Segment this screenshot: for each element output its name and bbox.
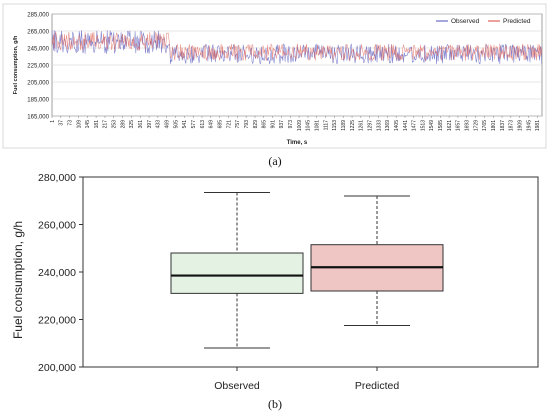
y-axis-title: Fuel consumption, g/h bbox=[13, 35, 19, 94]
x-tick-label-6: 217 bbox=[103, 120, 109, 129]
y-tick-label-b-3: 260,000 bbox=[38, 220, 76, 232]
x-tick-label-45: 1621 bbox=[447, 120, 453, 131]
x-tick-label-38: 1369 bbox=[385, 120, 391, 131]
x-tick-label-23: 829 bbox=[253, 120, 259, 129]
panel-label-b: (b) bbox=[268, 397, 282, 411]
box-observed bbox=[170, 252, 304, 294]
x-tick-label-49: 1765 bbox=[482, 120, 488, 131]
x-tick-label-44: 1585 bbox=[438, 120, 444, 131]
x-tick-label-25: 901 bbox=[270, 120, 276, 129]
y-tick-label-2: 245,000 bbox=[27, 47, 49, 53]
x-tick-label-20: 721 bbox=[226, 120, 232, 129]
x-tick-label-b-observed: Observed bbox=[214, 380, 260, 392]
x-tick-label-18: 649 bbox=[209, 120, 215, 129]
x-tick-label-28: 1009 bbox=[297, 120, 303, 131]
y-tick-label-b-2: 240,000 bbox=[38, 267, 76, 279]
x-tick-label-16: 577 bbox=[191, 120, 197, 129]
x-tick-label-48: 1729 bbox=[473, 120, 479, 131]
x-tick-label-41: 1477 bbox=[412, 120, 418, 131]
x-tick-label-13: 469 bbox=[165, 120, 171, 129]
time-series-chart: 285,000 265,000 245,000 225,000 205,000 185,0… bbox=[2, 3, 547, 149]
x-tick-label-7: 253 bbox=[112, 120, 118, 129]
x-tick-label-52: 1873 bbox=[509, 120, 515, 131]
panel-label-a: (a) bbox=[268, 154, 282, 168]
y-tick-label-b-4: 280,000 bbox=[38, 172, 76, 184]
x-tick-label-33: 1189 bbox=[341, 120, 347, 131]
x-tick-label-53: 1909 bbox=[517, 120, 523, 131]
x-tick-label-43: 1549 bbox=[429, 120, 435, 131]
x-tick-label-4: 145 bbox=[85, 120, 91, 129]
x-tick-label-10: 361 bbox=[138, 120, 144, 129]
x-tick-label-8: 289 bbox=[120, 120, 126, 129]
x-tick-label-40: 1441 bbox=[403, 120, 409, 131]
x-tick-label-39: 1405 bbox=[394, 120, 400, 131]
y-tick-label-1: 265,000 bbox=[27, 30, 49, 36]
x-tick-label-47: 1693 bbox=[465, 120, 471, 131]
x-tick-label-22: 793 bbox=[244, 120, 250, 129]
x-tick-label-37: 1333 bbox=[376, 120, 382, 131]
x-tick-label-9: 325 bbox=[129, 120, 135, 129]
y-tick-label-4: 205,000 bbox=[27, 81, 49, 87]
x-tick-label-29: 1045 bbox=[306, 120, 312, 131]
x-tick-label-19: 685 bbox=[217, 120, 223, 129]
legend-label-observed: Observed bbox=[451, 18, 480, 25]
x-tick-label-32: 1153 bbox=[332, 120, 338, 131]
y-tick-label-5: 185,000 bbox=[27, 98, 49, 104]
x-tick-label-5: 181 bbox=[94, 120, 100, 129]
x-tick-label-1: 37 bbox=[59, 120, 65, 126]
x-tick-label-2: 73 bbox=[67, 120, 73, 126]
x-tick-label-3: 109 bbox=[76, 120, 82, 129]
x-tick-label-12: 433 bbox=[156, 120, 162, 129]
x-tick-label-31: 1117 bbox=[323, 120, 329, 131]
x-axis-title: Time, s bbox=[287, 140, 308, 146]
x-tick-label-b-predicted: Predicted bbox=[355, 380, 400, 392]
x-tick-label-34: 1225 bbox=[350, 120, 356, 131]
x-tick-label-0: 1 bbox=[50, 120, 56, 123]
x-tick-label-14: 505 bbox=[173, 120, 179, 129]
x-tick-label-46: 1657 bbox=[456, 120, 462, 131]
y-tick-label-3: 225,000 bbox=[27, 64, 49, 70]
x-tick-label-42: 1513 bbox=[420, 120, 426, 131]
y-tick-label-b-1: 220,000 bbox=[38, 315, 76, 327]
y-tick-label-b-0: 200,000 bbox=[38, 362, 76, 374]
x-tick-label-36: 1297 bbox=[367, 120, 373, 131]
x-tick-label-50: 1801 bbox=[491, 120, 497, 131]
x-tick-label-17: 613 bbox=[200, 120, 206, 129]
x-tick-label-11: 397 bbox=[147, 120, 153, 129]
x-tick-label-21: 757 bbox=[235, 120, 241, 129]
y-axis-title-b: Fuel consumption, g/h bbox=[11, 221, 25, 339]
y-tick-label-0: 285,000 bbox=[27, 13, 49, 19]
x-tick-label-54: 1945 bbox=[526, 120, 532, 131]
x-tick-label-26: 937 bbox=[279, 120, 285, 129]
x-tick-label-51: 1837 bbox=[500, 120, 506, 131]
x-tick-label-30: 1081 bbox=[315, 120, 321, 131]
x-tick-label-55: 1981 bbox=[535, 120, 541, 131]
x-tick-label-15: 541 bbox=[182, 120, 188, 129]
y-tick-label-6: 165,000 bbox=[27, 115, 49, 121]
x-tick-label-24: 865 bbox=[262, 120, 268, 129]
x-tick-label-35: 1261 bbox=[359, 120, 365, 131]
legend-label-predicted: Predicted bbox=[503, 18, 531, 25]
series-line-predicted bbox=[51, 31, 543, 62]
x-tick-label-27: 973 bbox=[288, 120, 294, 129]
